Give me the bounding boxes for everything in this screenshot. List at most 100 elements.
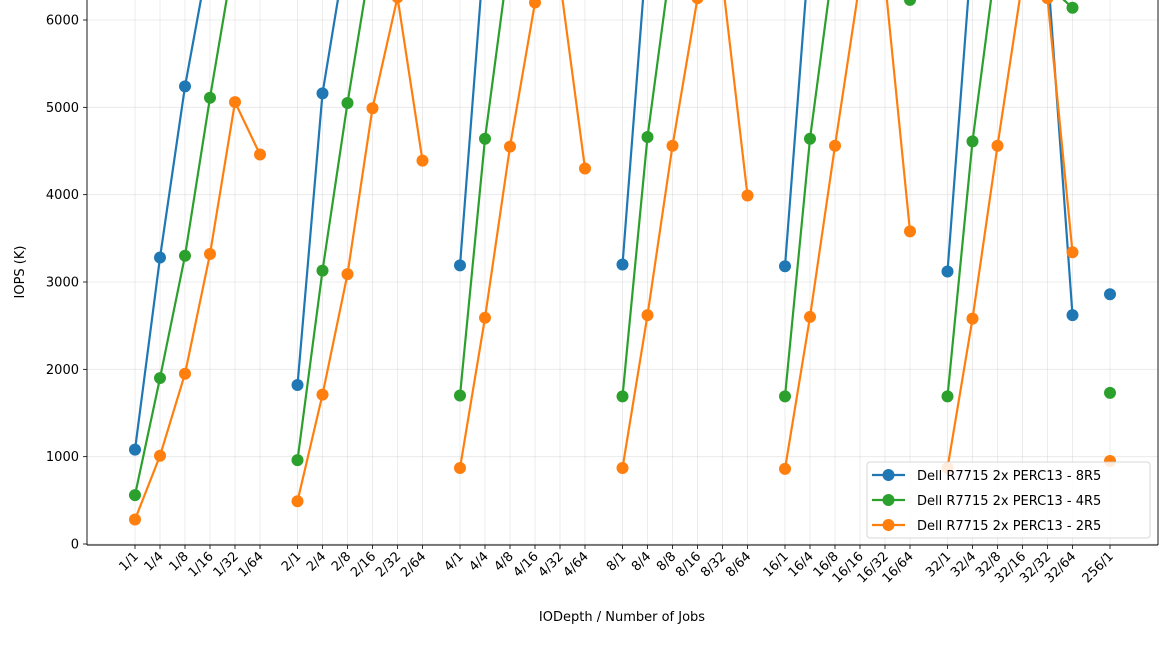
legend-marker [882,494,895,506]
data-point [1066,1,1079,14]
x-tick-label: 32/1 [923,549,954,580]
x-tick-label: 2/4 [304,549,329,574]
legend-marker [882,519,895,531]
data-point [366,102,379,115]
series-line [946,0,1074,469]
series-line [133,98,261,520]
x-tick-label: 256/1 [1080,549,1117,586]
series-line [133,0,228,496]
series-line [296,0,424,502]
legend-label: Dell R7715 2x PERC13 - 4R5 [917,494,1101,509]
data-point [229,96,241,109]
data-point [579,162,591,175]
series-line [458,0,587,469]
series-line [296,0,366,461]
y-tick-label: 1000 [46,450,79,465]
data-point [291,495,304,508]
x-tick-label: 2/64 [398,549,429,580]
data-point [129,513,141,526]
data-point [129,443,141,456]
x-tick-label: 4/32 [536,549,567,580]
series-line [458,0,482,266]
series-line [458,0,505,396]
data-point [341,268,354,281]
series-2 [129,0,1116,526]
data-point [616,462,629,475]
y-tick-label: 6000 [46,14,79,29]
data-point [454,389,466,402]
x-tick-label: 8/1 [604,549,629,574]
data-point [129,489,141,502]
series-line [783,0,910,397]
data-point [804,132,816,145]
x-tick-label: 1/32 [211,549,242,580]
x-axis: 1/1 1/4 1/81/161/321/64 2/1 2/4 2/82/162/322/… [116,545,1117,586]
data-point [1066,246,1079,259]
data-point [1041,0,1054,5]
data-point [529,0,541,9]
data-point [154,372,166,385]
data-point [1104,386,1116,399]
data-point [204,248,216,261]
x-tick-label: 8/16 [673,549,704,580]
data-point [179,80,191,93]
series-line [946,0,1074,316]
x-tick-label: 4/64 [561,549,592,580]
series-1 [129,0,1116,502]
x-tick-label: 16/1 [761,549,792,580]
y-tick-label: 4000 [46,188,79,203]
x-tick-label: 2/32 [373,549,404,580]
data-point [179,367,191,380]
data-point [666,139,679,152]
data-point [479,132,491,145]
y-tick-label: 5000 [46,101,79,116]
data-point [1104,288,1116,301]
series-line [133,0,202,450]
y-tick-label: 3000 [46,276,79,291]
series-line [621,0,667,397]
x-tick-label: 32/4 [948,549,979,580]
data-point [154,251,166,264]
data-point [291,379,304,392]
data-point [779,390,791,403]
y-axis: 0 1000 2000 3000 4000 5000 6000 [46,14,87,553]
x-tick-label: 4/16 [511,549,542,580]
data-point [904,225,916,238]
data-point [941,390,954,403]
data-point [454,462,466,475]
data-point [779,260,791,273]
y-tick-label: 0 [71,538,79,553]
data-point [741,189,754,202]
legend: Dell R7715 2x PERC13 - 8R5 Dell R7715 2x … [866,461,1151,539]
data-point [454,259,466,272]
data-point [966,312,979,325]
x-tick-label: 2/1 [279,549,304,574]
data-point [941,265,954,278]
y-axis-label: IOPS (K) [13,246,28,299]
x-tick-label: 4/1 [441,549,466,574]
data-point [392,0,403,4]
data-point [316,264,329,277]
x-tick-label: 1/4 [141,549,166,574]
x-tick-label: 1/64 [236,549,267,580]
data-point [779,462,791,475]
series-line [621,0,749,469]
series-line [296,0,339,386]
data-point [254,148,266,161]
data-point [641,309,654,322]
data-point [416,154,429,167]
data-point [504,140,516,153]
data-point [616,390,629,403]
x-tick-label: 4/4 [466,549,491,574]
x-tick-label: 2/16 [348,549,379,580]
data-point [904,0,916,6]
series-0 [129,0,1116,456]
x-tick-label: 8/64 [723,549,754,580]
data-point [691,0,704,5]
data-point [804,310,816,323]
series-line [783,0,912,470]
data-point [829,139,841,152]
data-point [616,258,629,271]
data-point [479,311,491,324]
